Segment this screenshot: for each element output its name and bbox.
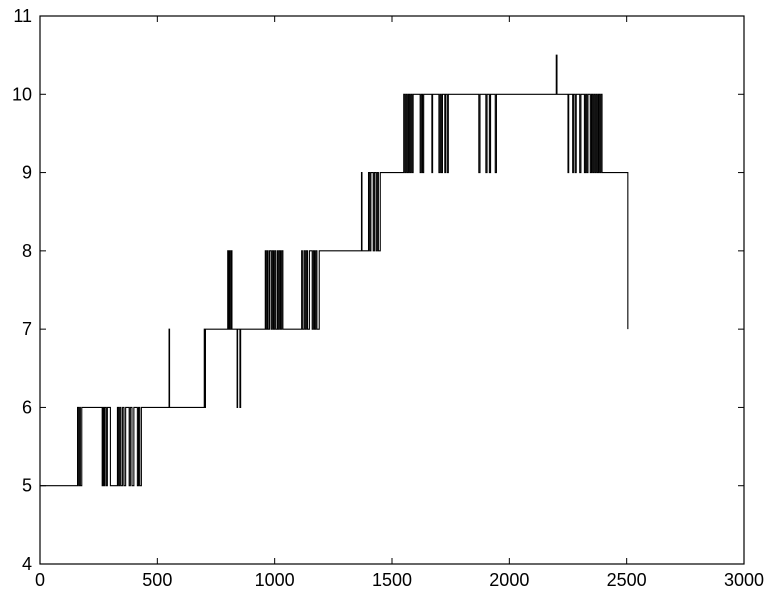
x-tick-label: 0 — [35, 570, 45, 590]
plot-area-frame — [39, 15, 745, 565]
y-tick-label: 6 — [22, 397, 32, 417]
x-tick-label: 2000 — [489, 570, 529, 590]
axis-ticks: 0 500 1000 1500 2000 2500 3000 4 5 6 7 8 9 10 11 — [12, 6, 764, 590]
y-tick-label: 10 — [12, 84, 32, 104]
x-tick-label: 500 — [142, 570, 172, 590]
y-tick-label: 4 — [22, 554, 32, 574]
x-tick-label: 2500 — [607, 570, 647, 590]
x-tick-label: 1500 — [372, 570, 412, 590]
y-tick-label: 8 — [22, 241, 32, 261]
y-tick-label: 11 — [13, 6, 32, 26]
x-tick-label: 3000 — [724, 570, 764, 590]
x-tick-label: 1000 — [255, 570, 295, 590]
series-group — [40, 54, 629, 487]
y-tick-label: 5 — [22, 476, 32, 496]
series-line — [40, 54, 629, 487]
y-tick-label: 9 — [22, 163, 32, 183]
y-tick-label: 7 — [22, 319, 32, 339]
